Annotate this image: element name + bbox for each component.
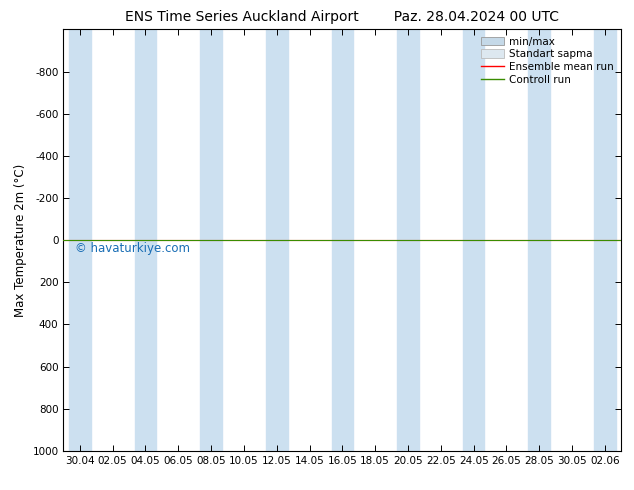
Text: © havaturkiye.com: © havaturkiye.com [75, 242, 190, 255]
Title: ENS Time Series Auckland Airport        Paz. 28.04.2024 00 UTC: ENS Time Series Auckland Airport Paz. 28… [126, 10, 559, 24]
Bar [200, 29, 222, 451]
Bar [69, 29, 91, 451]
Bar [463, 29, 484, 451]
Bar [594, 29, 616, 451]
Y-axis label: Max Temperature 2m (°C): Max Temperature 2m (°C) [14, 164, 27, 317]
Bar [266, 29, 288, 451]
Legend: min/max, Standart sapma, Ensemble mean run, Controll run: min/max, Standart sapma, Ensemble mean r… [479, 35, 616, 87]
Bar [529, 29, 550, 451]
Bar [134, 29, 156, 451]
Bar [397, 29, 419, 451]
Bar [332, 29, 353, 451]
